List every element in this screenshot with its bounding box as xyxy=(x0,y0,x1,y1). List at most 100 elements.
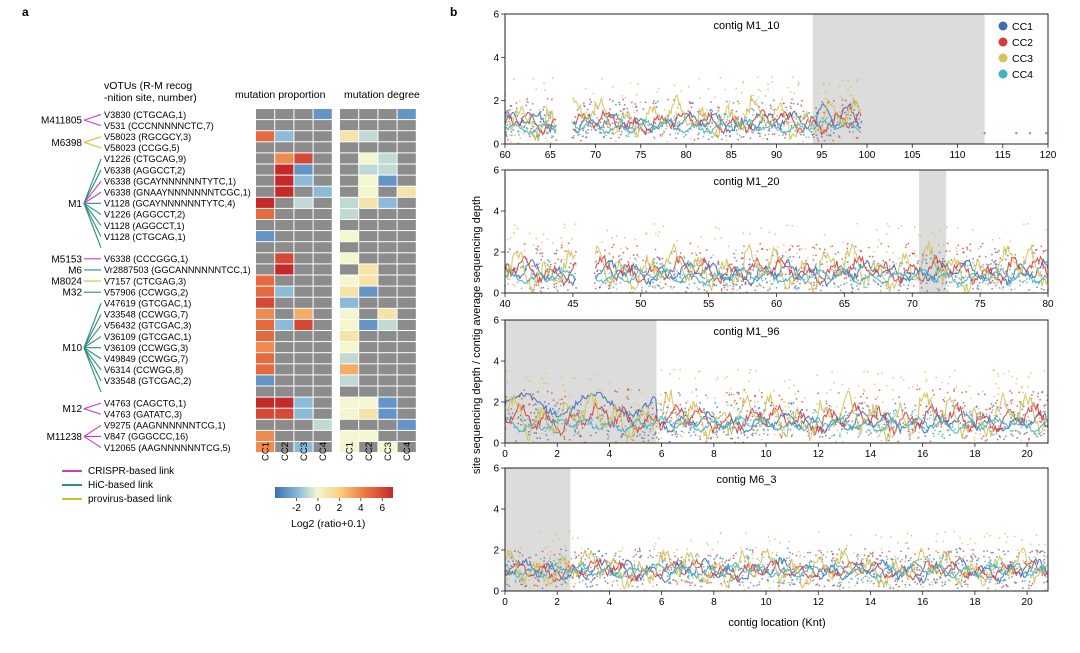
depth-point xyxy=(681,280,684,283)
depth-point xyxy=(666,274,669,277)
depth-point xyxy=(831,245,834,248)
depth-point xyxy=(901,576,904,578)
depth-point xyxy=(721,557,724,560)
depth-point xyxy=(580,570,582,572)
depth-point xyxy=(760,277,763,280)
depth-point xyxy=(769,279,771,282)
depth-point xyxy=(549,263,552,266)
depth-point xyxy=(934,273,937,276)
depth-point xyxy=(647,420,650,423)
depth-point xyxy=(873,410,876,413)
depth-point xyxy=(924,435,927,437)
depth-point xyxy=(918,577,920,580)
depth-point xyxy=(634,238,637,241)
depth-point xyxy=(620,118,622,121)
depth-point xyxy=(940,573,942,576)
depth-point xyxy=(705,122,708,125)
depth-point xyxy=(538,569,541,572)
depth-point xyxy=(697,133,700,136)
depth-point xyxy=(742,232,745,235)
depth-point xyxy=(665,270,668,272)
depth-point xyxy=(991,238,994,241)
depth-point xyxy=(831,560,834,563)
depth-point xyxy=(757,132,760,134)
degree-cell xyxy=(397,397,416,408)
depth-point xyxy=(889,585,892,588)
depth-point xyxy=(937,551,940,554)
depth-point xyxy=(590,581,592,584)
depth-point xyxy=(520,112,523,115)
depth-point xyxy=(916,566,919,569)
depth-point xyxy=(617,136,620,139)
depth-point xyxy=(1043,558,1046,561)
depth-point xyxy=(814,431,817,434)
depth-point xyxy=(913,408,916,411)
depth-point xyxy=(1010,575,1013,578)
depth-point xyxy=(832,139,835,142)
depth-point xyxy=(987,263,990,266)
depth-point xyxy=(507,283,509,285)
row-label: V1226 (AGGCCT,2) xyxy=(104,210,185,220)
depth-point xyxy=(1028,438,1030,441)
depth-point xyxy=(513,134,516,137)
depth-point xyxy=(616,584,619,586)
depth-point xyxy=(935,376,938,379)
depth-point xyxy=(836,553,839,556)
x-tick-label: 75 xyxy=(975,299,987,310)
depth-point xyxy=(838,585,841,588)
depth-point xyxy=(578,581,581,584)
depth-point xyxy=(800,267,803,269)
depth-point xyxy=(872,278,875,281)
depth-point xyxy=(545,382,548,385)
depth-point xyxy=(889,536,892,539)
depth-point xyxy=(576,134,579,137)
depth-point xyxy=(705,542,708,544)
depth-point xyxy=(706,397,709,400)
depth-point xyxy=(508,412,511,415)
depth-point xyxy=(715,428,718,431)
degree-cell xyxy=(340,286,359,297)
depth-point xyxy=(941,260,944,263)
depth-point xyxy=(757,88,760,91)
depth-point xyxy=(934,258,937,260)
depth-point xyxy=(1044,403,1047,406)
depth-point xyxy=(877,262,880,265)
depth-point xyxy=(716,135,719,138)
depth-point xyxy=(726,274,729,277)
depth-point xyxy=(547,287,550,290)
proportion-cell xyxy=(256,109,275,120)
depth-point xyxy=(510,408,513,410)
depth-point xyxy=(867,434,870,436)
depth-point xyxy=(711,415,714,418)
depth-point xyxy=(810,572,812,574)
depth-point xyxy=(580,121,583,123)
depth-point xyxy=(567,242,570,245)
depth-point xyxy=(1008,284,1011,287)
depth-point xyxy=(825,116,828,119)
depth-point xyxy=(796,103,799,105)
depth-point xyxy=(895,262,898,265)
depth-point xyxy=(904,407,907,409)
depth-point xyxy=(865,431,868,433)
depth-point xyxy=(868,255,871,258)
depth-point xyxy=(652,545,655,548)
depth-point xyxy=(787,402,790,405)
depth-point xyxy=(627,119,630,122)
depth-point xyxy=(713,397,716,400)
depth-point xyxy=(724,284,727,287)
depth-point xyxy=(856,555,858,558)
depth-point xyxy=(1041,267,1044,269)
depth-point xyxy=(956,407,959,410)
x-tick-label: 6 xyxy=(659,449,665,460)
degree-cell xyxy=(397,220,416,231)
depth-point xyxy=(783,579,786,582)
depth-point xyxy=(1036,553,1039,556)
proportion-cell xyxy=(275,109,294,120)
depth-point xyxy=(775,405,778,408)
depth-point xyxy=(663,109,666,111)
depth-point xyxy=(626,107,629,110)
depth-point xyxy=(752,429,755,432)
depth-point xyxy=(972,553,975,556)
link-line xyxy=(83,203,102,226)
depth-point xyxy=(888,272,891,275)
